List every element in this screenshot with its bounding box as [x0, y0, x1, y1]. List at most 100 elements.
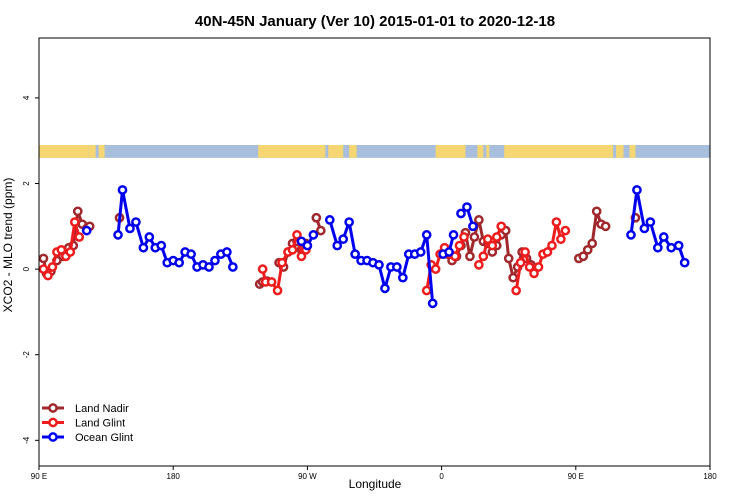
- data-point-land-glint: [454, 240, 465, 251]
- data-point-land-glint: [542, 247, 553, 257]
- data-point-ocean-glint: [673, 240, 684, 251]
- y-tick-label: 4: [22, 95, 31, 100]
- x-tick-label: 90 W: [298, 472, 317, 481]
- data-point-land-glint: [287, 245, 298, 255]
- data-point-land-nadir: [469, 232, 480, 242]
- x-tick-label: 180: [167, 472, 181, 481]
- data-point-land-nadir: [578, 251, 589, 262]
- legend-item-ocean-glint: Ocean Glint: [42, 432, 133, 444]
- data-point-ocean-glint: [113, 230, 123, 240]
- data-point-ocean-glint: [138, 242, 149, 253]
- data-point-land-glint: [65, 247, 76, 257]
- x-tick-label: 90 E: [31, 472, 47, 481]
- data-point-land-nadir: [315, 225, 326, 236]
- data-point-ocean-glint: [632, 185, 642, 195]
- data-point-ocean-glint: [308, 230, 319, 240]
- data-point-land-glint: [556, 234, 566, 245]
- y-tick-label: 2: [22, 181, 31, 186]
- legend-label: Land Nadir: [75, 403, 129, 415]
- land-ocean-strip: [39, 145, 710, 158]
- data-point-ocean-glint: [350, 249, 360, 259]
- data-point-ocean-glint: [324, 215, 335, 225]
- data-point-ocean-glint: [626, 230, 636, 240]
- data-point-land-glint: [38, 264, 49, 274]
- strip-land-segment: [349, 145, 357, 158]
- data-point-land-glint: [266, 277, 277, 287]
- strip-land-segment: [258, 145, 326, 158]
- strip-land-segment: [88, 145, 96, 158]
- data-point-ocean-glint: [679, 257, 690, 268]
- x-tick-label: 90 E: [568, 472, 584, 481]
- data-point-ocean-glint: [344, 217, 355, 227]
- legend-marker: [48, 417, 58, 428]
- data-point-land-glint: [487, 240, 498, 251]
- data-point-land-glint: [459, 232, 469, 242]
- data-point-ocean-glint: [392, 262, 402, 272]
- x-tick-label: 180: [703, 472, 717, 481]
- legend-item-land-nadir: Land Nadir: [42, 403, 129, 415]
- data-point-land-glint: [430, 264, 441, 274]
- strip-land-segment: [629, 145, 636, 158]
- data-point-ocean-glint: [456, 208, 466, 219]
- strip-land-segment: [39, 145, 89, 158]
- data-point-ocean-glint: [652, 242, 663, 253]
- y-tick-label: -2: [22, 351, 31, 359]
- strip-land-segment: [616, 145, 624, 158]
- data-point-land-glint: [421, 285, 432, 296]
- data-point-land-glint: [272, 285, 283, 296]
- data-point-ocean-glint: [427, 298, 438, 309]
- data-point-land-glint: [529, 268, 539, 279]
- data-point-land-nadir: [582, 245, 593, 255]
- chart-title: 40N-45N January (Ver 10) 2015-01-01 to 2…: [195, 13, 555, 30]
- data-point-ocean-glint: [174, 257, 185, 268]
- data-point-land-glint: [524, 262, 535, 272]
- data-point-ocean-glint: [117, 185, 128, 195]
- data-point-land-glint: [277, 257, 287, 268]
- x-axis-label: Longitude: [349, 477, 402, 491]
- data-point-land-glint: [547, 240, 557, 251]
- plot-frame: [38, 37, 711, 467]
- data-point-ocean-glint: [144, 232, 155, 242]
- data-point-land-nadir: [508, 272, 519, 283]
- data-point-land-glint: [257, 264, 268, 274]
- data-point-land-nadir: [587, 238, 598, 249]
- strip-land-segment: [328, 145, 344, 158]
- y-tick-label: -4: [22, 436, 31, 444]
- data-point-land-glint: [533, 262, 544, 272]
- data-point-land-nadir: [465, 251, 475, 262]
- data-point-ocean-glint: [302, 240, 313, 251]
- data-point-ocean-glint: [131, 217, 141, 227]
- data-point-land-glint: [292, 230, 302, 240]
- data-point-ocean-glint: [338, 234, 349, 245]
- data-point-land-nadir: [38, 253, 49, 264]
- legend-marker: [48, 403, 58, 413]
- strip-land-segment: [477, 145, 484, 158]
- data-point-land-glint: [496, 221, 507, 232]
- data-point-ocean-glint: [186, 249, 196, 259]
- data-point-ocean-glint: [415, 247, 426, 257]
- data-point-ocean-glint: [658, 232, 669, 242]
- data-point-ocean-glint: [468, 221, 478, 232]
- data-point-land-glint: [515, 257, 526, 268]
- data-point-ocean-glint: [645, 217, 656, 227]
- data-point-land-glint: [482, 234, 493, 245]
- data-point-ocean-glint: [125, 223, 135, 234]
- series-land-glint: [38, 217, 571, 296]
- legend-label: Ocean Glint: [75, 432, 133, 444]
- data-point-land-glint: [511, 285, 522, 296]
- y-axis: -4 -2 0 2 4: [22, 95, 39, 444]
- data-point-ocean-glint: [156, 240, 167, 251]
- strip-land-segment: [486, 145, 490, 158]
- data-point-land-glint: [560, 225, 571, 236]
- strip-land-segment: [435, 145, 466, 158]
- data-point-land-glint: [47, 262, 58, 272]
- data-point-land-nadir: [600, 221, 611, 232]
- y-tick-label: 0: [22, 266, 31, 271]
- data-point-ocean-glint: [204, 262, 214, 272]
- legend-marker: [48, 432, 58, 442]
- data-point-land-nadir: [591, 206, 602, 217]
- data-point-ocean-glint: [81, 225, 92, 236]
- data-point-land-glint: [69, 217, 80, 227]
- series-line-ocean-glint: [116, 188, 235, 269]
